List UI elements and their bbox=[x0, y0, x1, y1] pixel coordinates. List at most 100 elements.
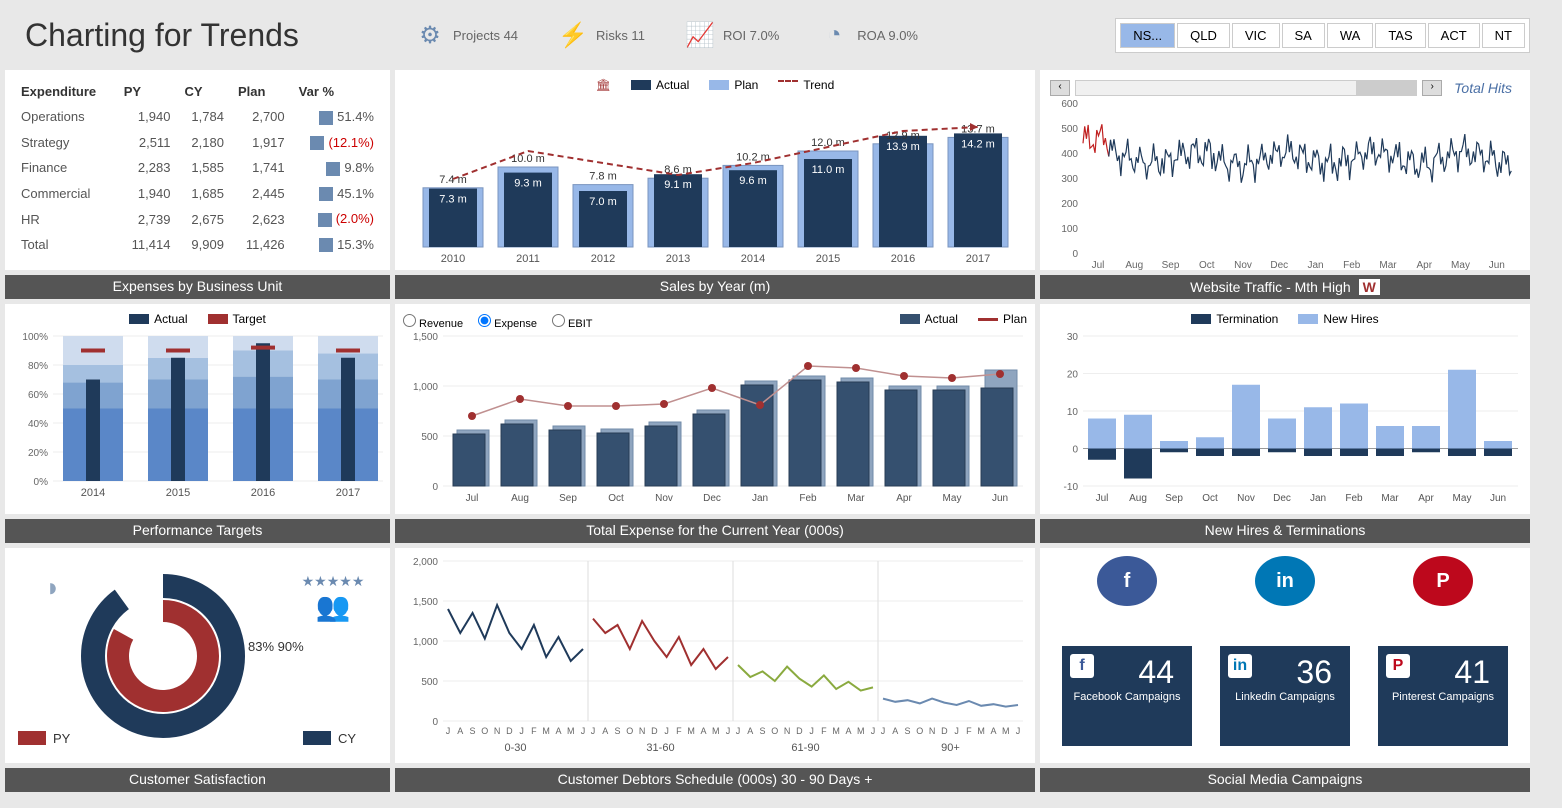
social-title-bar: Social Media Campaigns bbox=[1040, 768, 1530, 792]
scroll-left-button[interactable]: ‹ bbox=[1050, 80, 1070, 96]
svg-text:14.2 m: 14.2 m bbox=[961, 138, 995, 150]
svg-text:40%: 40% bbox=[28, 419, 48, 430]
expenditure-panel: ExpenditurePYCYPlanVar %Operations1,9401… bbox=[5, 70, 390, 270]
svg-text:J: J bbox=[954, 726, 959, 736]
svg-text:80%: 80% bbox=[28, 361, 48, 372]
svg-text:J: J bbox=[1016, 726, 1021, 736]
svg-text:2012: 2012 bbox=[591, 253, 615, 265]
campaign-label: Linkedin Campaigns bbox=[1228, 691, 1342, 703]
hires-legend: TerminationNew Hires bbox=[1048, 312, 1522, 326]
svg-text:J: J bbox=[881, 726, 886, 736]
state-btn-sa[interactable]: SA bbox=[1282, 23, 1325, 48]
svg-text:Jun: Jun bbox=[1489, 260, 1505, 271]
svg-text:7.3 m: 7.3 m bbox=[439, 194, 467, 206]
svg-text:2014: 2014 bbox=[741, 253, 765, 265]
svg-text:Jun: Jun bbox=[1490, 493, 1506, 504]
radio-expense[interactable]: Expense bbox=[478, 314, 537, 330]
debtors-panel: 05001,0001,5002,000JASONDJFMAMJ0-30JASON… bbox=[395, 548, 1035, 763]
svg-text:30: 30 bbox=[1067, 332, 1079, 343]
debtors-chart: 05001,0001,5002,000JASONDJFMAMJ0-30JASON… bbox=[403, 556, 1023, 756]
svg-text:13.9 m: 13.9 m bbox=[886, 141, 920, 153]
kpi-gears: ⚙Projects 44 bbox=[415, 20, 518, 50]
svg-text:O: O bbox=[626, 726, 633, 736]
svg-text:Dec: Dec bbox=[1273, 493, 1291, 504]
svg-text:31-60: 31-60 bbox=[646, 742, 674, 754]
svg-text:300: 300 bbox=[1061, 174, 1078, 185]
social-tile[interactable]: in 36 Linkedin Campaigns bbox=[1220, 646, 1350, 746]
svg-text:F: F bbox=[676, 726, 682, 736]
scroll-right-button[interactable]: › bbox=[1422, 80, 1442, 96]
svg-text:2,000: 2,000 bbox=[413, 557, 438, 568]
svg-text:J: J bbox=[591, 726, 596, 736]
svg-text:J: J bbox=[581, 726, 586, 736]
svg-text:J: J bbox=[664, 726, 669, 736]
svg-text:Jun: Jun bbox=[992, 493, 1008, 504]
svg-text:A: A bbox=[457, 726, 463, 736]
svg-text:100: 100 bbox=[1061, 224, 1078, 235]
scroll-thumb[interactable] bbox=[1356, 81, 1416, 95]
svg-text:11.0 m: 11.0 m bbox=[812, 164, 845, 176]
svg-text:May: May bbox=[1451, 260, 1470, 271]
table-row: Operations1,9401,7842,70051.4% bbox=[15, 105, 380, 129]
svg-text:D: D bbox=[506, 726, 513, 736]
svg-text:-10: -10 bbox=[1064, 482, 1079, 493]
svg-text:M: M bbox=[832, 726, 840, 736]
state-filter-buttons: NS...QLDVICSAWATASACTNT bbox=[1115, 18, 1530, 53]
svg-text:20: 20 bbox=[1067, 370, 1079, 381]
social-tile[interactable]: f 44 Facebook Campaigns bbox=[1062, 646, 1192, 746]
state-btn-qld[interactable]: QLD bbox=[1177, 23, 1230, 48]
svg-text:Aug: Aug bbox=[1125, 260, 1143, 271]
svg-text:2016: 2016 bbox=[891, 253, 915, 265]
table-row: HR2,7392,6752,623(2.0%) bbox=[15, 207, 380, 231]
radio-revenue[interactable]: Revenue bbox=[403, 314, 463, 330]
svg-text:F: F bbox=[531, 726, 537, 736]
state-btn-ns[interactable]: NS... bbox=[1120, 23, 1175, 48]
state-btn-wa[interactable]: WA bbox=[1327, 23, 1373, 48]
state-btn-tas[interactable]: TAS bbox=[1375, 23, 1425, 48]
svg-text:★★★★★: ★★★★★ bbox=[302, 573, 365, 589]
social-icons-row: finP bbox=[1048, 556, 1522, 606]
svg-text:7.0 m: 7.0 m bbox=[589, 196, 617, 208]
svg-text:500: 500 bbox=[421, 432, 438, 443]
svg-text:D: D bbox=[796, 726, 803, 736]
svg-text:1,000: 1,000 bbox=[413, 637, 438, 648]
svg-text:Apr: Apr bbox=[1416, 260, 1432, 271]
sales-panel: 🏛ActualPlanTrend 7.4 m7.3 m201010.0 m9.3… bbox=[395, 70, 1035, 270]
traffic-title-bar: Website Traffic - Mth HighW bbox=[1040, 275, 1530, 299]
svg-text:Aug: Aug bbox=[1129, 493, 1147, 504]
sales-legend: 🏛ActualPlanTrend bbox=[403, 78, 1027, 92]
state-btn-vic[interactable]: VIC bbox=[1232, 23, 1280, 48]
svg-text:1,500: 1,500 bbox=[413, 597, 438, 608]
svg-text:500: 500 bbox=[421, 677, 438, 688]
hires-panel: TerminationNew Hires -100102030JulAugSep… bbox=[1040, 304, 1530, 514]
perf-title-bar: Performance Targets bbox=[5, 519, 390, 543]
social-tile[interactable]: P 41 Pinterest Campaigns bbox=[1378, 646, 1508, 746]
svg-text:N: N bbox=[784, 726, 791, 736]
svg-text:600: 600 bbox=[1061, 99, 1078, 110]
state-btn-act[interactable]: ACT bbox=[1428, 23, 1480, 48]
svg-text:S: S bbox=[760, 726, 766, 736]
svg-text:60%: 60% bbox=[28, 390, 48, 401]
campaign-label: Pinterest Campaigns bbox=[1386, 691, 1500, 703]
svg-text:0: 0 bbox=[1072, 249, 1078, 260]
svg-text:13.7 m: 13.7 m bbox=[961, 123, 995, 135]
scroll-track[interactable] bbox=[1075, 80, 1417, 96]
svg-text:PY: PY bbox=[53, 731, 71, 746]
svg-text:A: A bbox=[700, 726, 706, 736]
svg-text:Mar: Mar bbox=[847, 493, 865, 504]
svg-text:O: O bbox=[916, 726, 923, 736]
svg-text:Mar: Mar bbox=[1379, 260, 1397, 271]
svg-text:Dec: Dec bbox=[703, 493, 721, 504]
debtors-title-bar: Customer Debtors Schedule (000s) 30 - 90… bbox=[395, 768, 1035, 792]
svg-text:A: A bbox=[892, 726, 898, 736]
radio-ebit[interactable]: EBIT bbox=[552, 314, 593, 330]
svg-text:2011: 2011 bbox=[516, 253, 540, 265]
svg-text:F: F bbox=[821, 726, 827, 736]
table-row: Commercial1,9401,6852,44545.1% bbox=[15, 182, 380, 206]
svg-text:Jul: Jul bbox=[466, 493, 479, 504]
svg-text:N: N bbox=[494, 726, 501, 736]
state-btn-nt[interactable]: NT bbox=[1482, 23, 1525, 48]
traffic-scrollbar[interactable]: ‹ › bbox=[1048, 78, 1444, 98]
expense-radio-group: Revenue Expense EBIT bbox=[403, 314, 592, 330]
svg-text:0: 0 bbox=[432, 482, 438, 493]
